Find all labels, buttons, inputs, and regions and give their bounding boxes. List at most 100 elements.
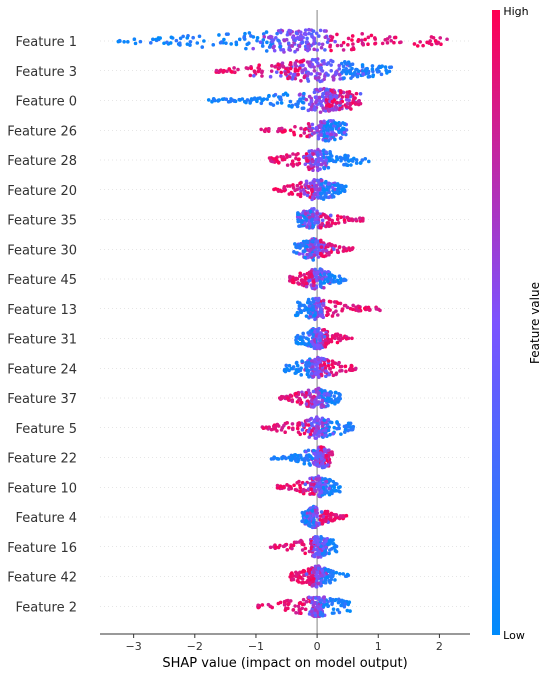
data-point <box>252 74 256 78</box>
data-point <box>364 68 369 73</box>
data-point <box>336 221 341 225</box>
data-point <box>315 579 319 583</box>
data-point <box>269 69 274 73</box>
data-point <box>309 371 314 376</box>
data-point <box>421 43 425 48</box>
data-point <box>224 41 228 45</box>
data-point <box>197 34 202 39</box>
data-point <box>314 95 319 99</box>
data-point <box>255 38 259 43</box>
data-point <box>293 38 297 43</box>
data-point <box>306 44 310 49</box>
data-point <box>341 514 346 519</box>
data-point <box>289 366 294 371</box>
data-point <box>350 159 355 163</box>
data-point <box>258 96 262 100</box>
data-point <box>283 608 288 612</box>
data-point <box>304 391 309 395</box>
data-point <box>148 41 153 45</box>
data-point <box>327 224 331 228</box>
data-point <box>361 216 365 221</box>
data-point <box>309 609 314 614</box>
data-point <box>292 72 296 77</box>
data-point <box>360 63 365 67</box>
data-point <box>324 150 328 154</box>
data-point <box>310 525 315 530</box>
data-point <box>335 420 339 424</box>
data-point <box>311 405 316 409</box>
data-point <box>290 422 295 426</box>
feature-label: Feature 16 <box>7 541 77 556</box>
data-point <box>322 166 327 171</box>
data-point <box>284 456 288 461</box>
data-point <box>333 304 338 309</box>
data-point <box>384 68 388 73</box>
data-point <box>321 546 326 551</box>
data-point <box>342 130 347 135</box>
data-point <box>319 124 323 128</box>
data-point <box>339 43 344 48</box>
data-point <box>281 544 286 549</box>
data-point <box>344 423 349 428</box>
data-point <box>299 337 304 341</box>
data-point <box>229 42 233 46</box>
data-point <box>305 307 309 312</box>
data-point <box>319 456 324 461</box>
data-point <box>300 243 304 248</box>
data-point <box>308 195 312 199</box>
data-point <box>303 607 308 612</box>
data-point <box>338 489 342 494</box>
data-point <box>258 40 263 44</box>
data-point <box>350 74 355 79</box>
data-point <box>261 32 266 36</box>
data-point <box>313 313 317 318</box>
data-point <box>310 429 314 433</box>
data-point <box>311 195 315 199</box>
data-point <box>310 545 314 549</box>
data-point <box>327 299 332 304</box>
data-point <box>346 421 351 426</box>
data-point <box>349 368 353 372</box>
data-point <box>294 570 298 575</box>
data-point <box>306 337 310 341</box>
data-point <box>276 161 281 165</box>
data-point <box>295 335 300 340</box>
data-point <box>287 192 292 196</box>
data-point <box>270 605 274 610</box>
data-point <box>311 332 315 337</box>
data-point <box>320 218 325 223</box>
data-point <box>367 159 371 164</box>
data-point <box>307 64 312 68</box>
data-point <box>321 604 326 609</box>
data-point <box>324 453 329 458</box>
colorbar-high-label: High <box>503 5 528 18</box>
data-point <box>318 167 322 171</box>
data-point <box>312 540 316 544</box>
data-point <box>328 515 333 520</box>
data-point <box>302 32 307 36</box>
data-point <box>360 38 364 43</box>
data-point <box>322 134 326 138</box>
data-point <box>310 491 315 495</box>
data-point <box>269 427 274 432</box>
data-point <box>307 274 311 279</box>
data-point <box>225 69 229 74</box>
colorbar-title: Feature value <box>528 282 542 364</box>
data-point <box>301 187 306 192</box>
feature-label: Feature 35 <box>7 214 77 229</box>
data-point <box>302 273 306 277</box>
data-point <box>274 35 278 40</box>
data-point <box>350 34 355 38</box>
data-point <box>331 78 336 82</box>
data-point <box>306 310 311 315</box>
data-point <box>224 32 229 36</box>
data-point <box>247 31 252 35</box>
data-point <box>346 36 351 41</box>
data-point <box>316 425 320 429</box>
data-point <box>307 549 312 554</box>
data-point <box>278 95 283 99</box>
data-point <box>332 247 336 251</box>
data-point <box>279 428 284 432</box>
data-point <box>318 491 322 495</box>
data-point <box>332 334 336 338</box>
